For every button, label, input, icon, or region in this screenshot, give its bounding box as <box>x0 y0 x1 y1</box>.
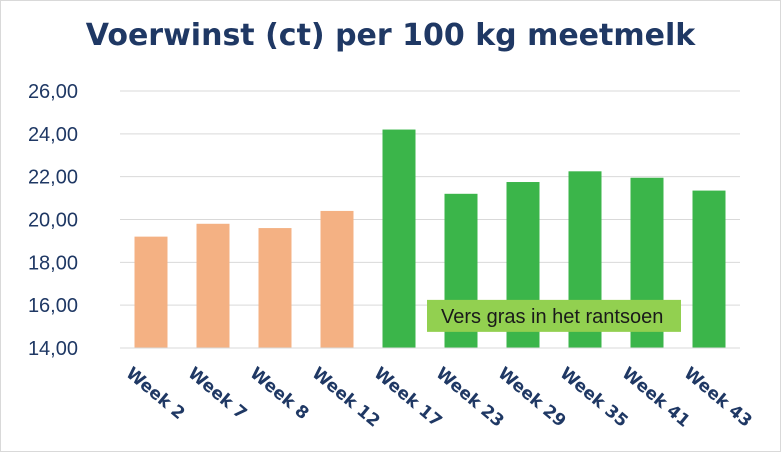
annotation-label: Vers gras in het rantsoen <box>441 306 663 328</box>
bar <box>258 228 292 348</box>
y-tick-label: 14,00 <box>28 338 78 360</box>
x-tick-label: Week 12 <box>308 364 384 432</box>
x-tick-label: Week 7 <box>184 364 251 424</box>
bar <box>134 236 168 348</box>
y-tick-label: 18,00 <box>28 252 78 274</box>
x-tick-label: Week 41 <box>618 364 694 432</box>
y-tick-label: 24,00 <box>28 124 78 146</box>
x-tick-label: Week 17 <box>370 364 446 432</box>
bar <box>196 223 230 348</box>
x-tick-label: Week 23 <box>432 364 508 432</box>
x-tick-label: Week 43 <box>680 364 756 432</box>
bar <box>320 210 354 348</box>
annotation: Vers gras in het rantsoen <box>427 299 681 332</box>
x-tick-label: Week 2 <box>122 364 189 424</box>
bar <box>382 129 416 348</box>
y-tick-label: 16,00 <box>28 295 78 317</box>
annotation-box <box>427 299 681 332</box>
x-tick-label: Week 8 <box>246 364 313 424</box>
y-axis-tick-labels: 14,00 16,00 18,00 20,00 22,00 24,00 26,00 <box>28 81 78 360</box>
chart-title: Voerwinst (ct) per 100 kg meetmelk <box>85 18 696 53</box>
y-tick-label: 26,00 <box>28 81 78 103</box>
bar <box>692 190 726 348</box>
y-tick-label: 20,00 <box>28 210 78 232</box>
bars <box>134 129 726 348</box>
x-tick-label: Week 29 <box>494 364 570 432</box>
x-tick-label: Week 35 <box>556 364 632 432</box>
y-tick-label: 22,00 <box>28 167 78 189</box>
